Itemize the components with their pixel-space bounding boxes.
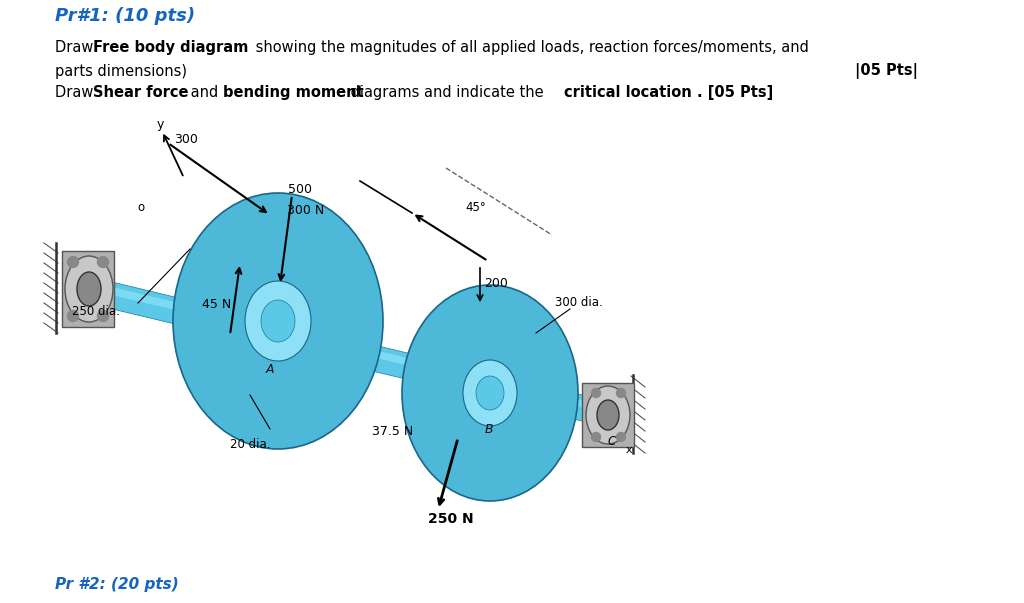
Polygon shape xyxy=(108,286,632,419)
Circle shape xyxy=(616,388,626,397)
Ellipse shape xyxy=(173,193,383,449)
Ellipse shape xyxy=(476,376,504,410)
FancyBboxPatch shape xyxy=(62,251,114,327)
Ellipse shape xyxy=(586,386,630,444)
Text: 20 dia.: 20 dia. xyxy=(230,438,270,451)
Text: Pr#1: (10 pts): Pr#1: (10 pts) xyxy=(55,7,196,25)
Text: 300 dia.: 300 dia. xyxy=(555,296,603,309)
Polygon shape xyxy=(108,281,632,433)
Ellipse shape xyxy=(463,360,517,426)
Text: Pr #2: (20 pts): Pr #2: (20 pts) xyxy=(55,577,179,592)
Text: 500: 500 xyxy=(288,183,312,196)
Text: 45°: 45° xyxy=(465,201,485,214)
Text: y: y xyxy=(157,118,165,131)
Text: o: o xyxy=(137,201,144,214)
Text: 300 N: 300 N xyxy=(287,204,325,217)
Text: 37.5 N: 37.5 N xyxy=(372,425,414,438)
Text: showing the magnitudes of all applied loads, reaction forces/moments, and: showing the magnitudes of all applied lo… xyxy=(251,40,809,55)
Text: bending moment: bending moment xyxy=(223,85,364,100)
Text: C: C xyxy=(607,435,615,448)
Text: Draw: Draw xyxy=(55,85,98,100)
Text: B: B xyxy=(485,423,494,436)
Text: 200: 200 xyxy=(484,277,508,290)
Text: Draw: Draw xyxy=(55,40,98,55)
Ellipse shape xyxy=(65,256,113,322)
Text: 300: 300 xyxy=(174,133,198,146)
Circle shape xyxy=(68,256,79,268)
Text: Free body diagram: Free body diagram xyxy=(93,40,249,55)
Ellipse shape xyxy=(261,300,295,342)
FancyBboxPatch shape xyxy=(582,383,634,447)
Text: diagrams and indicate the: diagrams and indicate the xyxy=(346,85,548,100)
Text: critical location: critical location xyxy=(564,85,692,100)
Text: x: x xyxy=(626,445,633,455)
Ellipse shape xyxy=(245,281,311,361)
Circle shape xyxy=(616,432,626,441)
Polygon shape xyxy=(402,397,578,411)
Ellipse shape xyxy=(402,285,578,501)
Text: . [05 Pts]: . [05 Pts] xyxy=(697,85,773,100)
Text: and: and xyxy=(186,85,223,100)
Circle shape xyxy=(68,311,79,321)
Text: 250 N: 250 N xyxy=(428,512,474,526)
Text: parts dimensions): parts dimensions) xyxy=(55,64,187,79)
Text: 45 N: 45 N xyxy=(202,298,231,311)
Text: |05 Pts|: |05 Pts| xyxy=(855,63,918,79)
Circle shape xyxy=(97,256,109,268)
Text: 250 dia.: 250 dia. xyxy=(72,305,120,318)
Text: Shear force: Shear force xyxy=(93,85,188,100)
Ellipse shape xyxy=(77,272,101,306)
Polygon shape xyxy=(173,326,383,343)
Circle shape xyxy=(592,388,600,397)
Circle shape xyxy=(592,432,600,441)
Circle shape xyxy=(97,311,109,321)
Ellipse shape xyxy=(597,400,618,430)
Text: A: A xyxy=(266,363,274,376)
